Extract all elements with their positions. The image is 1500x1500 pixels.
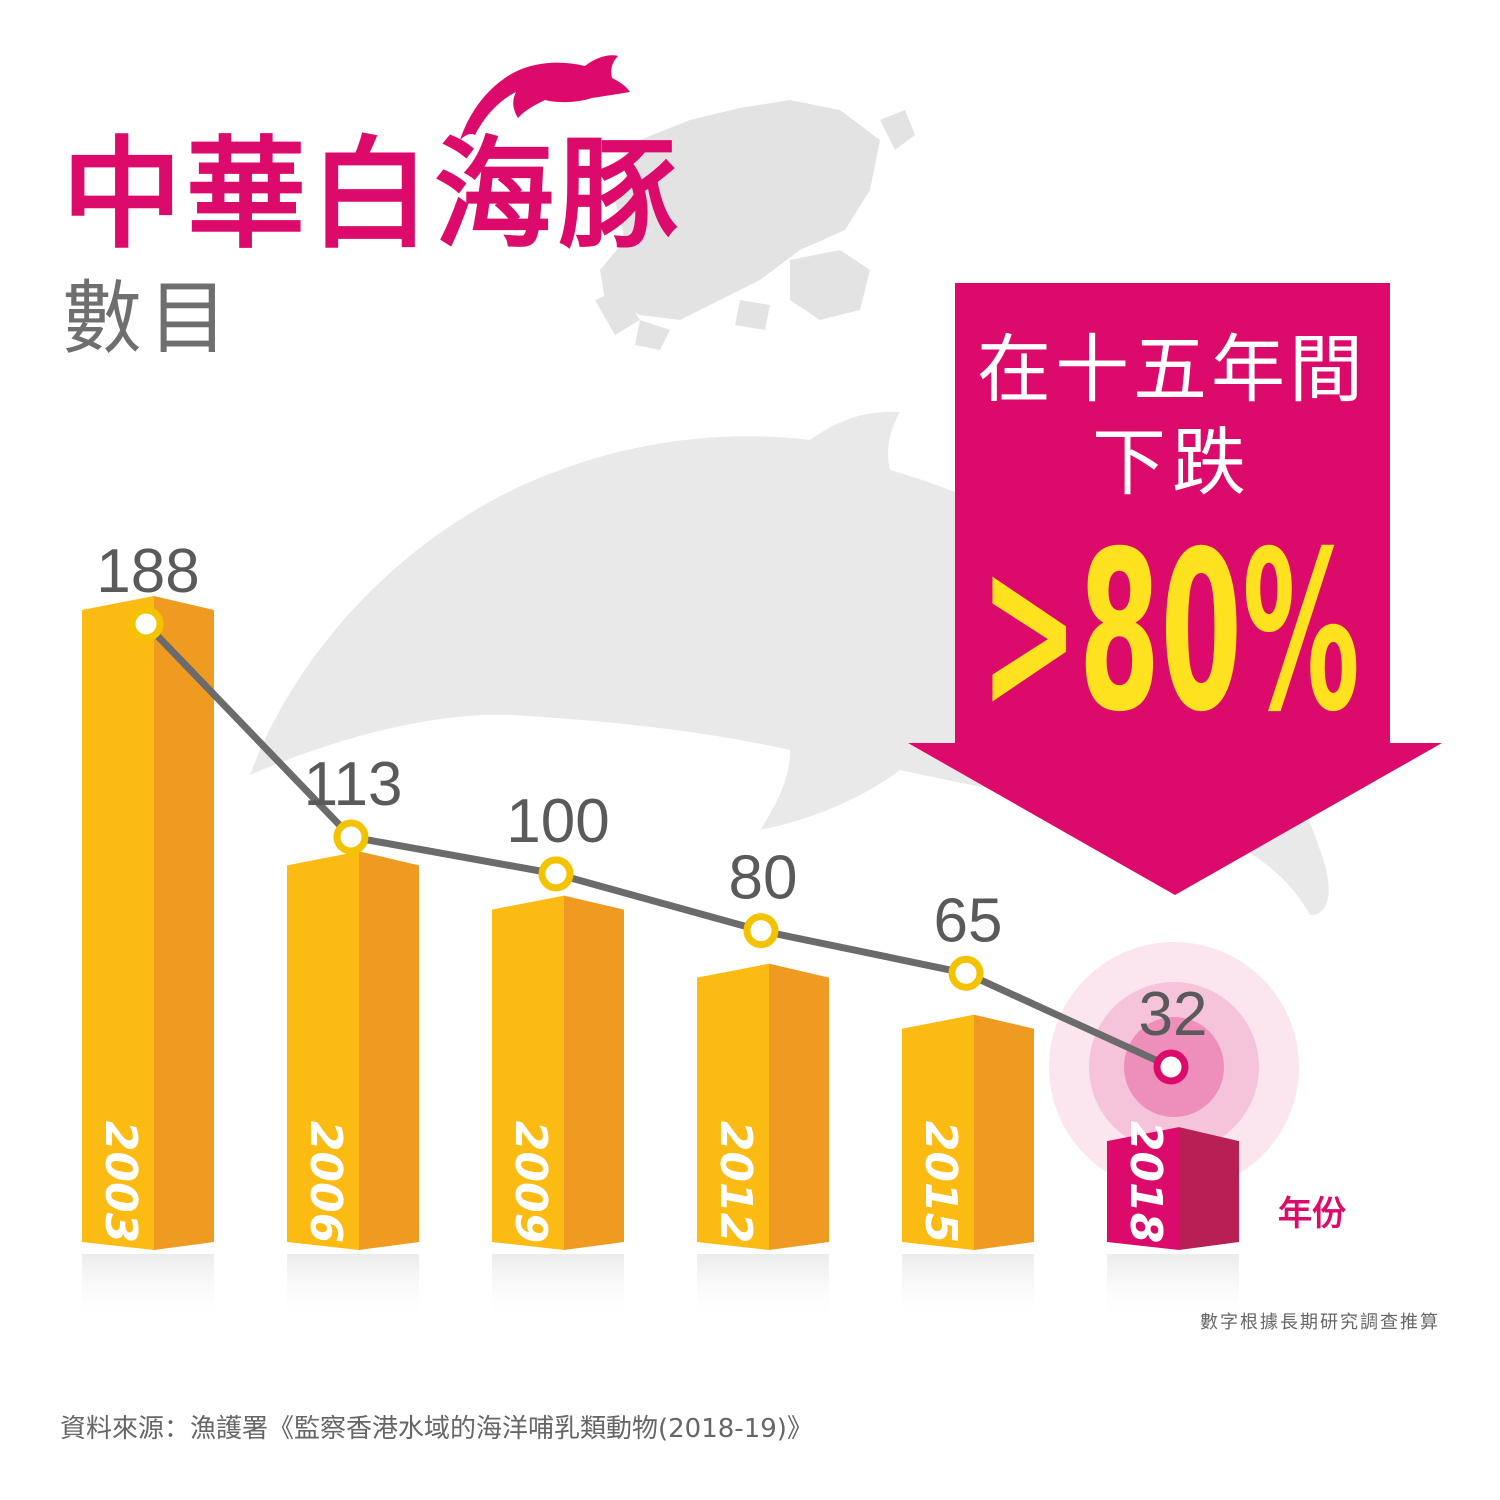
- data-point-marker: [333, 819, 369, 855]
- bar-reflection: [902, 1254, 1034, 1324]
- dolphin-icon: [460, 55, 630, 140]
- data-point-marker: [538, 856, 574, 892]
- category-label: 2009: [505, 1121, 556, 1243]
- value-labels: 188 113 100 80 65 32: [96, 537, 1207, 1049]
- trend-line: [143, 621, 1173, 1071]
- bar-reflection: [697, 1254, 829, 1324]
- category-label: 2018: [1120, 1121, 1171, 1243]
- page-subtitle: 數目: [62, 272, 234, 365]
- category-label: 2003: [95, 1121, 146, 1243]
- bar-front: [1107, 1127, 1179, 1250]
- value-label: 80: [729, 844, 798, 913]
- data-point-marker: [948, 955, 984, 991]
- bar-side: [154, 596, 214, 1250]
- bar-reflection: [1107, 1254, 1239, 1324]
- category-label: 2006: [300, 1121, 351, 1243]
- bar-front: [697, 963, 769, 1250]
- source-note: 資料來源：漁護署《監察香港水域的海洋哺乳類動物(2018-19)》: [60, 1414, 813, 1444]
- trend-polyline: [143, 621, 1173, 1071]
- bar-reflection: [492, 1254, 624, 1324]
- bar-side: [564, 895, 624, 1250]
- hong-kong-map-icon: [595, 100, 915, 350]
- down-arrow-icon: [908, 283, 1442, 895]
- value-label: 100: [506, 787, 609, 856]
- bar-front: [492, 895, 564, 1250]
- data-point-marker: [1153, 1049, 1189, 1085]
- bar-reflection: [82, 1254, 214, 1324]
- category-label: 2012: [710, 1121, 761, 1243]
- callout-line1: 在十五年間: [977, 327, 1367, 413]
- x-axis-label: 年份: [1278, 1194, 1346, 1234]
- bar-front: [82, 596, 154, 1250]
- bar-side: [359, 851, 419, 1250]
- footnote: 數字根據長期研究調查推算: [1200, 1312, 1440, 1333]
- value-label: 113: [304, 750, 403, 819]
- bar-front: [287, 851, 359, 1250]
- bar-reflection: [287, 1254, 419, 1324]
- data-point-marker: [743, 913, 779, 949]
- value-label: 65: [934, 886, 1003, 955]
- category-label: 2015: [915, 1121, 966, 1243]
- bar-side: [974, 1014, 1034, 1250]
- bar-front: [902, 1014, 974, 1250]
- data-point-marker: [128, 606, 164, 642]
- callout-line2: 下跌: [1092, 420, 1252, 506]
- value-label: 188: [96, 537, 199, 606]
- page-title: 中華白海豚: [62, 126, 682, 265]
- callout-highlight: >80%: [980, 504, 1360, 760]
- markers: [128, 606, 1189, 1085]
- bar-side: [769, 963, 829, 1250]
- value-label: 32: [1139, 980, 1208, 1049]
- bar-side: [1179, 1127, 1239, 1250]
- bars: 2003 2006 2009 2012 2015 2018: [82, 596, 1239, 1324]
